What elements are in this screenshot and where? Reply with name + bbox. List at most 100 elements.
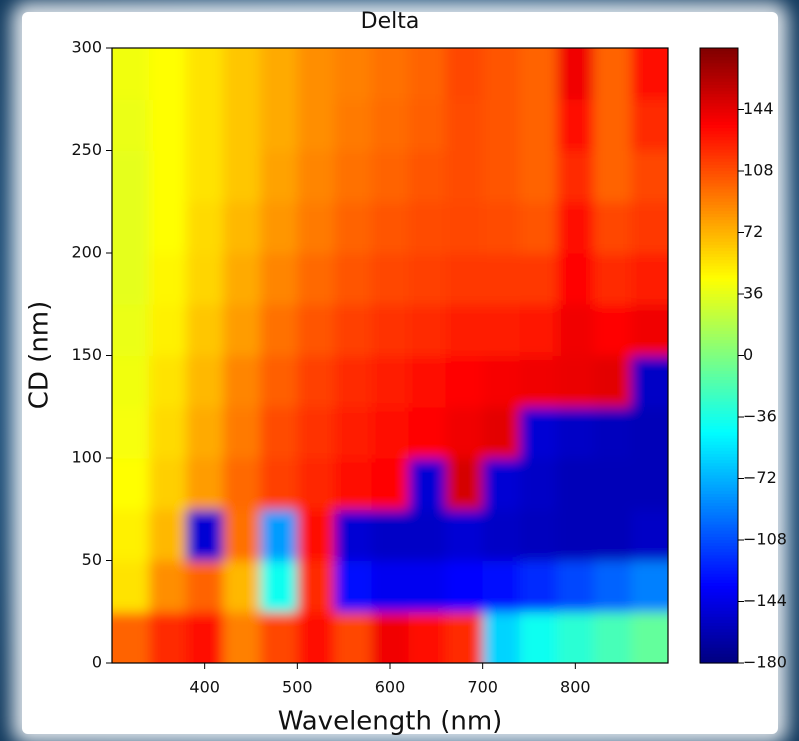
heatmap-cell [630,304,668,356]
heatmap-cell [408,253,447,305]
heatmap-cell [186,355,224,408]
colorbar-band [700,238,738,243]
colorbar-band [700,607,738,612]
colorbar-band [700,613,738,618]
colorbar-band [700,540,738,544]
colorbar-band [700,204,738,209]
colorbar-band [700,66,738,71]
colorbar-band [700,533,738,538]
colorbar-band [700,583,738,587]
colorbar-band [700,103,738,108]
colorbar-band [700,306,738,310]
colorbar-band [700,254,738,258]
colorbar-band [700,552,738,556]
heatmap-cell [297,48,335,100]
heatmap-cell [482,611,521,663]
colorbar-band [700,401,738,406]
heatmap-cell [223,355,261,408]
colorbar-band [700,496,738,501]
colorbar-band [700,644,738,649]
colorbar-band [700,610,738,615]
colorbar-band [700,595,738,600]
colorbar-band [700,275,738,280]
heatmap-cell [482,458,521,510]
heatmap-cell [445,509,484,561]
heatmap-cell [556,560,595,613]
heatmap-cell [371,253,410,305]
heatmap-cell [630,150,668,203]
heatmap-cell [556,99,595,151]
colorbar-band [700,407,738,412]
heatmap-cell [593,150,632,203]
colorbar-band [700,604,738,609]
heatmap-cell [334,458,372,510]
colorbar-band [700,214,738,218]
colorbar-band [700,91,738,95]
colorbar-band [700,512,738,516]
colorbar-band [700,131,738,135]
heatmap-cell [260,99,298,151]
heatmap-cell [519,99,558,151]
colorbar-band [700,330,738,335]
colorbar-band [700,635,738,639]
colorbar-band [700,500,738,504]
heatmap-cell [371,48,410,100]
heatmap-cell [371,611,410,663]
heatmap-cell [223,253,261,305]
heatmap-cell [630,201,668,254]
colorbar-band [700,456,738,461]
colorbar-band [700,247,738,252]
heatmap-cell [112,458,150,510]
heatmap-cell [297,99,335,151]
colorbar-band [700,509,738,513]
heatmap-cell [149,458,187,510]
colorbar-band [700,475,738,480]
colorbar-band [700,527,738,532]
colorbar-band [700,321,738,326]
y-tick-label: 150 [71,345,102,364]
heatmap-cell [297,201,335,254]
colorbar-band [700,364,738,369]
heatmap-cell [297,560,335,613]
colorbar-band [700,438,738,443]
colorbar-band [700,629,738,633]
colorbar-band [700,303,738,307]
colorbar-band [700,493,738,498]
heatmap-cell [112,201,150,254]
heatmap-cell [593,509,632,561]
heatmap-cell [556,355,595,408]
colorbar-band [700,413,738,418]
colorbar-band [700,564,738,569]
colorbar-band [700,423,738,427]
heatmap-cell [297,150,335,203]
heatmap-cell [630,406,668,459]
colorbar-band [700,358,738,363]
colorbar-band [700,579,738,584]
colorbar-tick-label: −144 [743,591,787,610]
colorbar-band [700,174,738,178]
heatmap-cell [260,48,298,100]
colorbar-band [700,450,738,455]
heatmap-cell [112,99,150,151]
colorbar-band [700,536,738,541]
colorbar-band [700,217,738,221]
heatmap-cell [630,509,668,561]
heatmap-cell [297,458,335,510]
colorbar-band [700,619,738,624]
heatmap-cell [186,253,224,305]
colorbar-band [700,72,738,77]
colorbar-band [700,63,738,68]
colorbar-band [700,54,738,58]
colorbar: −180 −144 −108 −72 −36 0 36 72 108 144 [699,47,787,672]
colorbar-band [700,623,738,627]
colorbar-band [700,586,738,590]
heatmap-cell [482,509,521,561]
colorbar-band [700,659,738,664]
heatmap-cell [112,253,150,305]
heatmap-cell [445,560,484,613]
colorbar-tick-label: 108 [743,161,774,180]
colorbar-band [700,140,738,144]
colorbar-band [700,115,738,120]
